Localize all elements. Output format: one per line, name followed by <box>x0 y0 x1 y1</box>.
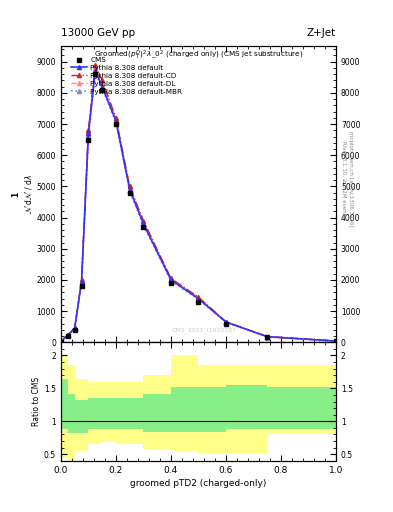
Pythia 8.308 default-CD <box>127 183 132 189</box>
Y-axis label: $\mathbf{1}$
$\mathbf{\mathcal{N}}$ d$\mathcal{N}$ / d$\lambda$: $\mathbf{1}$ $\mathbf{\mathcal{N}}$ d$\m… <box>10 174 34 214</box>
Pythia 8.308 default-MBR <box>224 319 228 326</box>
Line: CMS: CMS <box>59 72 338 344</box>
Pythia 8.308 default-DL <box>334 338 338 344</box>
Pythia 8.308 default-MBR <box>196 296 201 303</box>
Pythia 8.308 default <box>169 277 173 283</box>
CMS <box>86 137 91 143</box>
Pythia 8.308 default <box>65 332 70 338</box>
Text: 13000 GeV pp: 13000 GeV pp <box>61 28 135 38</box>
Pythia 8.308 default-MBR <box>72 326 77 332</box>
CMS <box>65 333 70 339</box>
Pythia 8.308 default-CD <box>334 338 338 344</box>
Pythia 8.308 default <box>72 325 77 331</box>
Pythia 8.308 default-CD <box>86 127 91 133</box>
CMS <box>114 121 118 127</box>
Pythia 8.308 default-CD <box>59 338 63 345</box>
Pythia 8.308 default <box>79 279 84 285</box>
Pythia 8.308 default-MBR <box>141 222 146 228</box>
Text: Z+Jet: Z+Jet <box>307 28 336 38</box>
Pythia 8.308 default-CD <box>265 333 270 339</box>
Pythia 8.308 default-MBR <box>334 338 338 344</box>
Pythia 8.308 default-MBR <box>169 278 173 284</box>
Pythia 8.308 default-CD <box>100 77 105 83</box>
Pythia 8.308 default <box>334 338 338 344</box>
Line: Pythia 8.308 default-MBR: Pythia 8.308 default-MBR <box>59 71 338 344</box>
Pythia 8.308 default-MBR <box>86 132 91 138</box>
Line: Pythia 8.308 default-CD: Pythia 8.308 default-CD <box>59 62 338 344</box>
CMS <box>79 283 84 289</box>
Text: Rivet 3.1.10, ≥ 3.2M events: Rivet 3.1.10, ≥ 3.2M events <box>341 141 346 218</box>
Pythia 8.308 default <box>224 319 228 325</box>
Pythia 8.308 default <box>141 221 146 227</box>
CMS <box>100 87 105 93</box>
Pythia 8.308 default-MBR <box>265 334 270 340</box>
Pythia 8.308 default <box>127 186 132 193</box>
Pythia 8.308 default-CD <box>93 62 97 68</box>
Y-axis label: Ratio to CMS: Ratio to CMS <box>32 377 41 426</box>
Line: Pythia 8.308 default-DL: Pythia 8.308 default-DL <box>59 66 338 344</box>
CMS <box>224 321 228 327</box>
X-axis label: groomed pTD2 (charged-only): groomed pTD2 (charged-only) <box>130 479 267 488</box>
Pythia 8.308 default-MBR <box>59 338 63 345</box>
CMS <box>141 224 146 230</box>
Pythia 8.308 default-DL <box>86 129 91 135</box>
Pythia 8.308 default-DL <box>265 333 270 339</box>
Pythia 8.308 default-CD <box>65 332 70 338</box>
Pythia 8.308 default-CD <box>141 218 146 224</box>
Legend: CMS, Pythia 8.308 default, Pythia 8.308 default-CD, Pythia 8.308 default-DL, Pyt: CMS, Pythia 8.308 default, Pythia 8.308 … <box>70 56 184 96</box>
Pythia 8.308 default-DL <box>141 219 146 225</box>
CMS <box>93 71 97 77</box>
Pythia 8.308 default <box>265 334 270 340</box>
Pythia 8.308 default-DL <box>65 332 70 338</box>
Text: mcplots.cern.ch [arXiv:1306.3436]: mcplots.cern.ch [arXiv:1306.3436] <box>348 132 353 227</box>
Pythia 8.308 default-DL <box>196 295 201 301</box>
Pythia 8.308 default-DL <box>93 65 97 71</box>
Text: CMS_2021_I1920187: CMS_2021_I1920187 <box>171 328 237 333</box>
CMS <box>334 338 338 345</box>
CMS <box>265 334 270 340</box>
Pythia 8.308 default-DL <box>100 80 105 87</box>
Pythia 8.308 default-MBR <box>65 332 70 338</box>
Pythia 8.308 default-CD <box>114 115 118 121</box>
Pythia 8.308 default <box>59 338 63 345</box>
Pythia 8.308 default-MBR <box>127 188 132 194</box>
Pythia 8.308 default <box>100 83 105 90</box>
Pythia 8.308 default <box>93 68 97 74</box>
Pythia 8.308 default-CD <box>72 325 77 331</box>
Pythia 8.308 default-CD <box>196 294 201 300</box>
Pythia 8.308 default-DL <box>72 325 77 331</box>
CMS <box>59 338 63 345</box>
Pythia 8.308 default-MBR <box>93 70 97 76</box>
Pythia 8.308 default-DL <box>224 319 228 325</box>
Line: Pythia 8.308 default: Pythia 8.308 default <box>59 69 338 344</box>
Pythia 8.308 default-DL <box>169 276 173 282</box>
Pythia 8.308 default <box>86 131 91 137</box>
CMS <box>169 280 173 286</box>
Pythia 8.308 default-MBR <box>79 280 84 286</box>
Pythia 8.308 default-DL <box>127 185 132 191</box>
CMS <box>127 189 132 196</box>
Pythia 8.308 default <box>114 118 118 124</box>
Pythia 8.308 default-MBR <box>114 119 118 125</box>
CMS <box>72 327 77 333</box>
Pythia 8.308 default-CD <box>169 275 173 282</box>
Pythia 8.308 default-CD <box>224 318 228 325</box>
Pythia 8.308 default-MBR <box>100 85 105 91</box>
Pythia 8.308 default-DL <box>114 116 118 122</box>
Pythia 8.308 default-DL <box>59 338 63 345</box>
Pythia 8.308 default <box>196 295 201 302</box>
Text: Groomed$(p_T^D)^2\,\lambda\_0^2$ (charged only) (CMS jet substructure): Groomed$(p_T^D)^2\,\lambda\_0^2$ (charge… <box>94 49 303 62</box>
Pythia 8.308 default-DL <box>79 278 84 284</box>
CMS <box>196 298 201 305</box>
Pythia 8.308 default-CD <box>79 277 84 283</box>
